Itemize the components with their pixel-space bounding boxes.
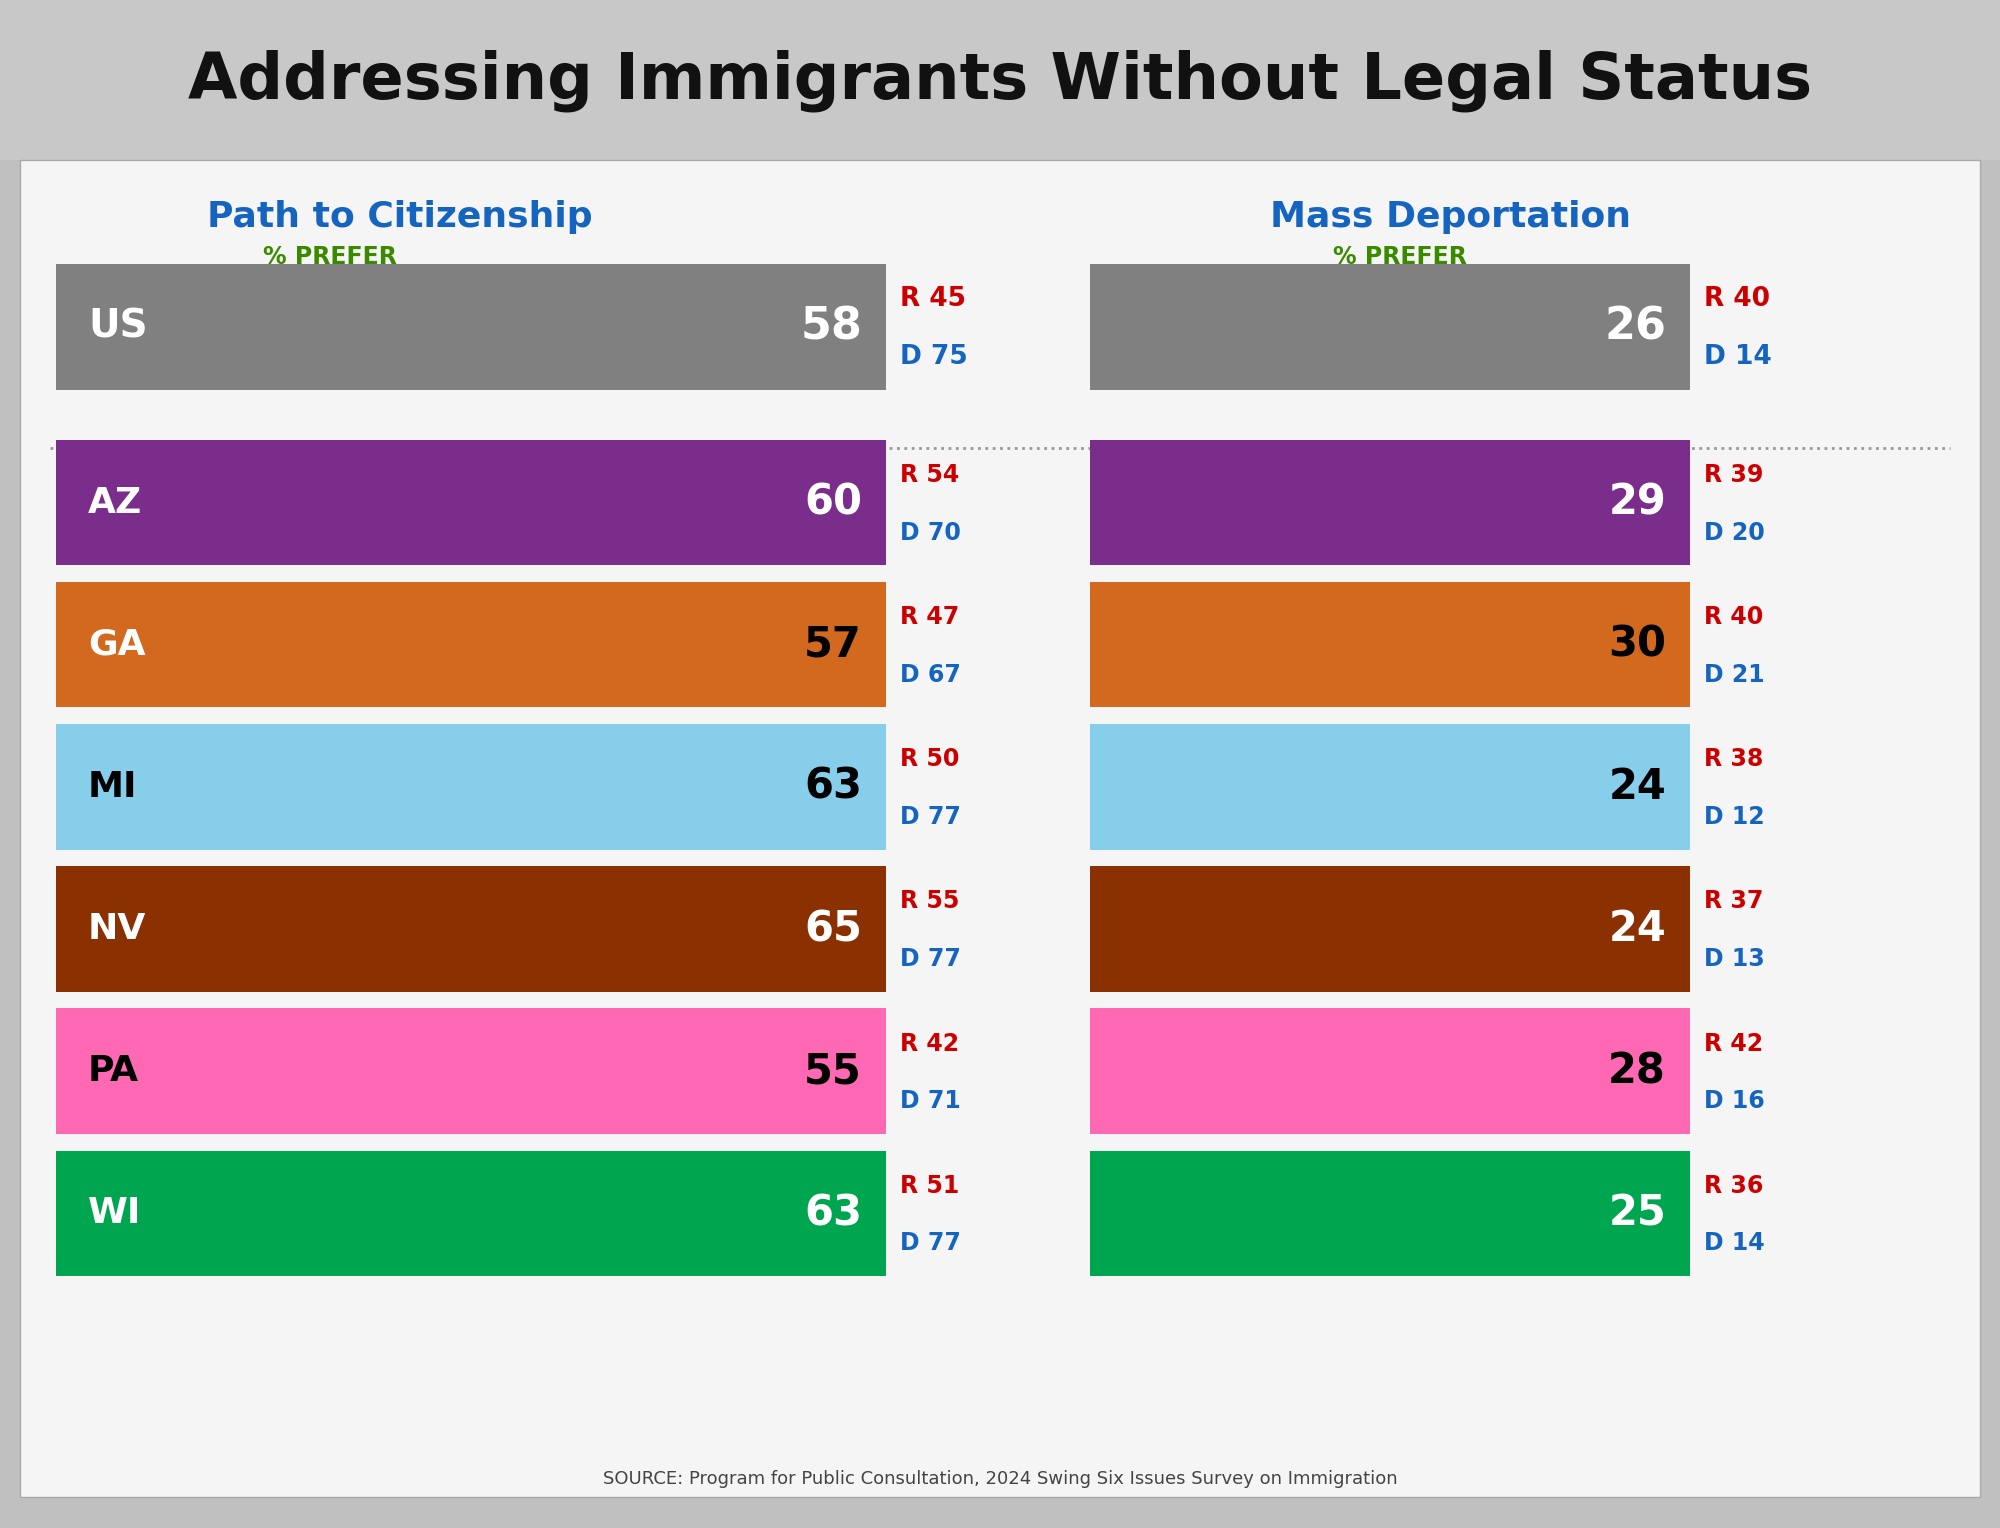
Text: 55: 55 [804, 1050, 862, 1093]
Bar [1090, 582, 1690, 707]
Text: US: US [88, 309, 148, 345]
Bar [56, 866, 886, 992]
Text: 26: 26 [1604, 306, 1666, 348]
Text: R 47: R 47 [900, 605, 960, 630]
Text: WI: WI [88, 1196, 142, 1230]
Text: R 40: R 40 [1704, 605, 1764, 630]
Text: Path to Citizenship: Path to Citizenship [208, 200, 592, 234]
Bar [56, 1151, 886, 1276]
Text: D 75: D 75 [900, 344, 968, 370]
Text: D 70: D 70 [900, 521, 960, 545]
Bar [56, 724, 886, 850]
Text: R 50: R 50 [900, 747, 960, 772]
Text: 24: 24 [1608, 908, 1666, 950]
Bar [0, 0, 2000, 160]
Text: MI: MI [88, 770, 138, 804]
Text: GA: GA [88, 628, 146, 662]
Text: SOURCE: Program for Public Consultation, 2024 Swing Six Issues Survey on Immigra: SOURCE: Program for Public Consultation,… [602, 1470, 1398, 1488]
Text: D 21: D 21 [1704, 663, 1764, 688]
Text: % PREFER: % PREFER [264, 244, 396, 269]
Bar [1090, 866, 1690, 992]
Text: PA: PA [88, 1054, 140, 1088]
Text: D 12: D 12 [1704, 805, 1764, 830]
Text: Addressing Immigrants Without Legal Status: Addressing Immigrants Without Legal Stat… [188, 50, 1812, 112]
Text: D 77: D 77 [900, 805, 960, 830]
Text: 57: 57 [804, 623, 862, 666]
Text: R 55: R 55 [900, 889, 960, 914]
Bar [56, 264, 886, 390]
Bar [56, 440, 886, 565]
Text: R 51: R 51 [900, 1174, 960, 1198]
Text: D 20: D 20 [1704, 521, 1764, 545]
Text: D 77: D 77 [900, 947, 960, 972]
Text: R 54: R 54 [900, 463, 960, 487]
Text: 29: 29 [1608, 481, 1666, 524]
Text: 60: 60 [804, 481, 862, 524]
Text: R 42: R 42 [900, 1031, 960, 1056]
Text: 63: 63 [804, 1192, 862, 1235]
Text: AZ: AZ [88, 486, 142, 520]
Bar [1090, 440, 1690, 565]
Text: % PREFER: % PREFER [1334, 244, 1466, 269]
Bar [1090, 724, 1690, 850]
Text: 65: 65 [804, 908, 862, 950]
Text: R 38: R 38 [1704, 747, 1764, 772]
Text: R 45: R 45 [900, 286, 966, 312]
Bar [1090, 264, 1690, 390]
Text: R 37: R 37 [1704, 889, 1764, 914]
Text: D 14: D 14 [1704, 344, 1772, 370]
Text: NV: NV [88, 912, 146, 946]
Text: 30: 30 [1608, 623, 1666, 666]
Text: D 13: D 13 [1704, 947, 1764, 972]
Text: D 77: D 77 [900, 1232, 960, 1256]
Text: 25: 25 [1608, 1192, 1666, 1235]
Text: Mass Deportation: Mass Deportation [1270, 200, 1630, 234]
Text: 28: 28 [1608, 1050, 1666, 1093]
Text: 63: 63 [804, 766, 862, 808]
Bar [20, 160, 1980, 1497]
Bar [1090, 1151, 1690, 1276]
Text: R 40: R 40 [1704, 286, 1770, 312]
Text: D 67: D 67 [900, 663, 960, 688]
Text: R 39: R 39 [1704, 463, 1764, 487]
Text: R 42: R 42 [1704, 1031, 1764, 1056]
Text: D 14: D 14 [1704, 1232, 1764, 1256]
Bar [56, 582, 886, 707]
Text: 58: 58 [800, 306, 862, 348]
Text: D 71: D 71 [900, 1089, 960, 1114]
Text: R 36: R 36 [1704, 1174, 1764, 1198]
Bar [56, 1008, 886, 1134]
Text: 24: 24 [1608, 766, 1666, 808]
Text: D 16: D 16 [1704, 1089, 1764, 1114]
Bar [1090, 1008, 1690, 1134]
